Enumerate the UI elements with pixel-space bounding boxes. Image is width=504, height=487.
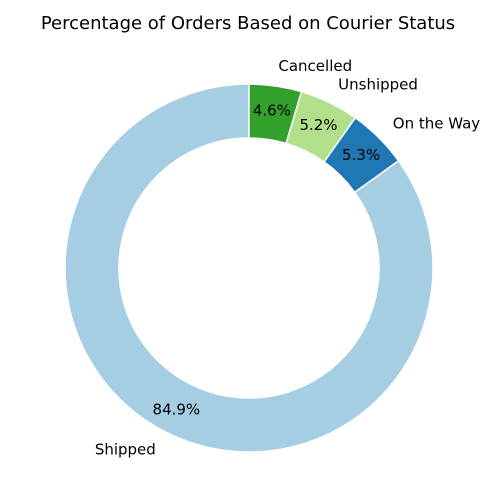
- label-group: 84.9% Shipped 5.3% On the Way 5.2% Unshipped 4…: [95, 57, 481, 458]
- slice-value-cancelled: 4.6%: [253, 102, 291, 120]
- slice-label-cancelled: Cancelled: [278, 57, 352, 75]
- slice-value-unshipped: 5.2%: [299, 116, 337, 134]
- slice-label-shipped: Shipped: [95, 440, 156, 458]
- slice-value-on-the-way: 5.3%: [342, 146, 380, 164]
- slice-group: [64, 83, 434, 453]
- slice-shipped: [64, 83, 434, 453]
- slice-label-on-the-way: On the Way: [393, 114, 481, 132]
- slice-value-shipped: 84.9%: [153, 400, 201, 418]
- chart-title: Percentage of Orders Based on Courier St…: [41, 13, 455, 34]
- slice-cancelled: [248, 83, 303, 145]
- slice-label-unshipped: Unshipped: [338, 76, 418, 94]
